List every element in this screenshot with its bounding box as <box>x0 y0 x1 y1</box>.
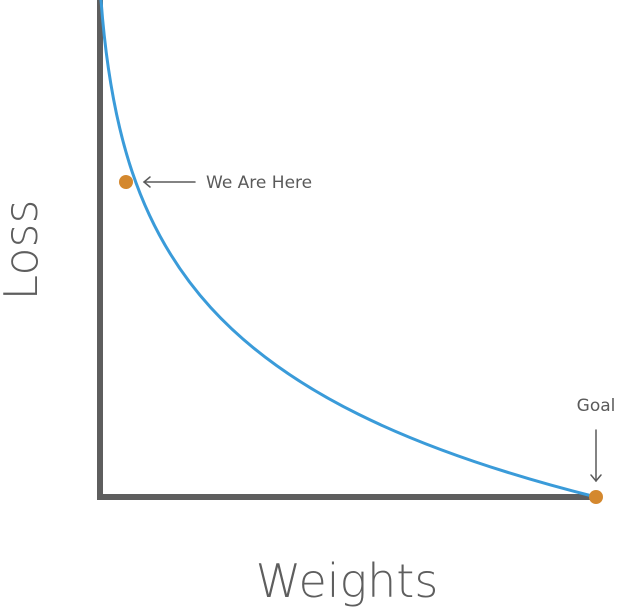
goal-marker <box>589 490 603 504</box>
axes <box>97 0 600 500</box>
current-position-label: We Are Here <box>206 173 312 193</box>
current-position-arrow <box>142 176 196 188</box>
x-axis-title: Weights <box>256 554 439 608</box>
current-position-marker <box>119 175 133 189</box>
y-axis-title: Loss <box>0 200 48 301</box>
goal-label: Goal <box>577 396 616 416</box>
goal-arrow <box>590 429 602 483</box>
loss-curve <box>99 0 598 499</box>
